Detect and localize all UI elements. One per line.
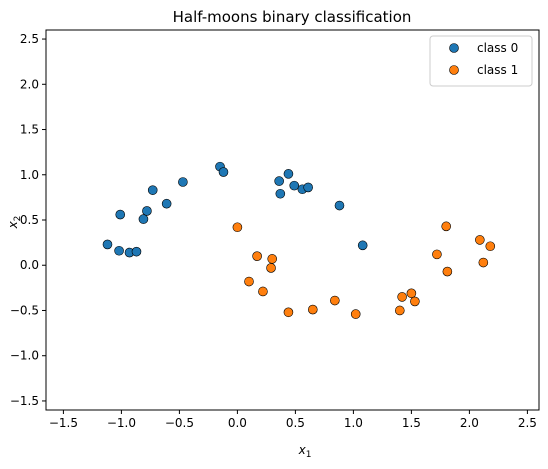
y-axis-label-subscript: 2: [13, 216, 23, 222]
legend-label-class-1: class 1: [477, 63, 518, 77]
data-point-class-0: [115, 209, 126, 220]
x-tick-label: 2.0: [460, 416, 479, 430]
y-tick-label: −1.0: [10, 349, 39, 363]
y-tick-label: 2.5: [20, 32, 39, 46]
data-point-class-0: [289, 180, 300, 191]
data-point-class-0: [142, 206, 152, 216]
data-point-class-0: [283, 169, 294, 179]
legend-marker-class-1: [449, 65, 459, 75]
data-point-class-0: [102, 239, 113, 250]
data-point-class-0: [147, 185, 158, 195]
x-tick-label: −0.5: [165, 416, 194, 430]
data-point-class-0: [357, 240, 368, 251]
data-point-class-1: [266, 263, 276, 273]
x-axis-label: x1: [298, 443, 312, 460]
data-point-class-1: [394, 305, 405, 316]
plot-frame: [45, 29, 540, 411]
x-tick-label: 1.0: [344, 416, 363, 430]
legend-marker-class-0: [449, 43, 459, 53]
y-tick-label: −1.5: [10, 394, 39, 408]
data-point-class-1: [432, 249, 442, 260]
data-point-class-0: [138, 214, 149, 224]
data-point-class-1: [397, 292, 407, 302]
data-point-class-1: [410, 296, 420, 307]
y-axis-label: x2: [6, 216, 23, 230]
x-tick-label: 0.5: [286, 416, 305, 430]
data-point-class-0: [131, 246, 142, 257]
x-tick-label: 0.0: [228, 416, 247, 430]
y-tick-label: 0.5: [20, 213, 39, 227]
data-point-class-0: [178, 177, 188, 187]
x-axis-label-subscript: 1: [306, 450, 312, 460]
y-tick-label: 2.0: [20, 77, 39, 91]
x-axis-label-text: x: [298, 443, 307, 457]
y-tick-label: 1.0: [20, 168, 39, 182]
data-point-class-1: [258, 286, 268, 297]
x-tick-label: 2.5: [518, 416, 537, 430]
data-point-class-1: [267, 254, 278, 264]
data-point-class-1: [232, 222, 243, 233]
data-point-class-0: [114, 245, 124, 256]
chart-title: Half-moons binary classification: [173, 8, 412, 26]
data-point-class-0: [303, 182, 313, 193]
x-tick-label: −1.0: [107, 416, 136, 430]
data-point-class-1: [283, 307, 294, 318]
y-tick-label: 0.0: [20, 258, 39, 272]
data-point-class-1: [252, 251, 262, 261]
y-axis-label-text: x: [6, 220, 20, 229]
data-point-class-0: [161, 198, 172, 209]
data-point-class-1: [441, 221, 452, 232]
ticks-layer: −1.5 −1.0 −0.5 0.0 0.5 1.0 1.5 2.0 2.5 −1.5 −1.0 −0…: [10, 32, 537, 430]
x-tick-label: 1.5: [402, 416, 421, 430]
data-point-class-1: [330, 295, 340, 306]
x-tick-label: −1.5: [49, 416, 78, 430]
data-point-class-0: [275, 188, 286, 199]
y-tick-label: −0.5: [10, 303, 39, 317]
data-point-class-0: [334, 200, 345, 211]
data-point-class-1: [350, 309, 361, 319]
points-layer: [102, 161, 496, 319]
data-point-class-1: [478, 257, 489, 268]
data-point-class-0: [274, 176, 284, 186]
data-point-class-1: [244, 276, 254, 287]
data-point-class-0: [218, 167, 229, 177]
data-point-class-1: [475, 235, 485, 245]
y-tick-label: 1.5: [20, 123, 39, 137]
data-point-class-1: [485, 241, 496, 252]
legend-label-class-0: class 0: [477, 41, 518, 55]
legend: class 0 class 1: [429, 35, 533, 87]
data-point-class-1: [442, 266, 453, 277]
data-point-class-1: [307, 304, 318, 315]
data-point-class-1: [406, 288, 417, 299]
